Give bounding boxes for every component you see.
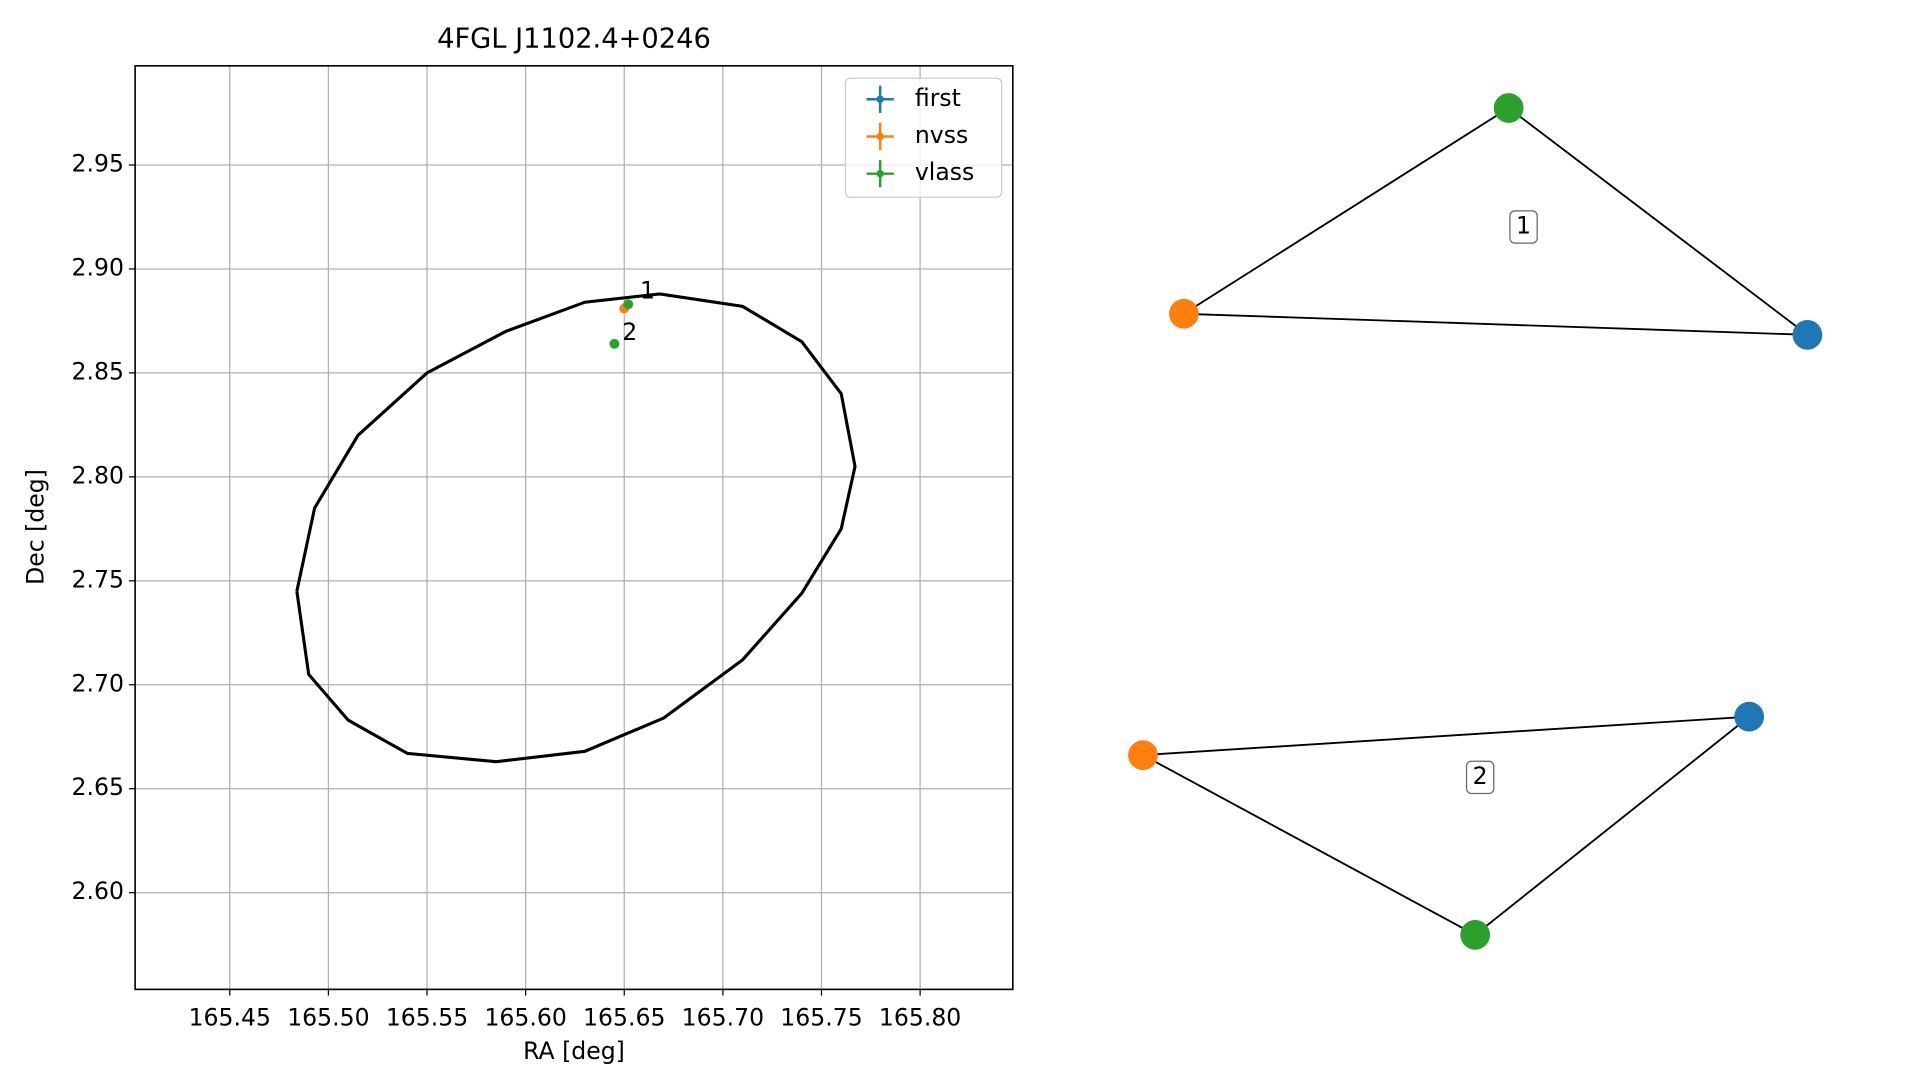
- node: [1460, 919, 1491, 950]
- edge: [1474, 715, 1750, 936]
- node: [1493, 93, 1524, 123]
- legend: first nvss vlass: [844, 77, 1003, 198]
- y-tick-label: 2.90: [72, 253, 124, 281]
- legend-box: [844, 77, 1003, 198]
- legend-label: vlass: [915, 158, 974, 186]
- x-tick-label: 165.70: [682, 1004, 764, 1032]
- edge: [1508, 107, 1808, 336]
- edge: [1142, 715, 1750, 757]
- x-tick-label: 165.80: [879, 1004, 961, 1032]
- y-tick-label: 2.70: [72, 669, 124, 697]
- point: [609, 338, 620, 349]
- graph-label: 2: [1473, 762, 1488, 790]
- legend-marker: [876, 95, 884, 104]
- x-tick-label: 165.60: [484, 1004, 566, 1032]
- y-tick-label: 2.85: [72, 357, 124, 385]
- annotation: 2: [622, 318, 637, 346]
- legend-label: first: [915, 84, 961, 112]
- label-box: [1465, 760, 1495, 795]
- legend-marker: [876, 132, 884, 141]
- annotation: 1: [640, 276, 655, 304]
- ellipse: [295, 292, 857, 764]
- point: [623, 299, 634, 310]
- node: [1792, 319, 1823, 350]
- label-box: [1509, 210, 1538, 244]
- node: [1169, 298, 1199, 329]
- x-axis-label: RA [deg]: [523, 1037, 625, 1065]
- y-tick-label: 2.60: [72, 877, 124, 905]
- x-tick-label: 165.65: [583, 1004, 665, 1032]
- y-tick-label: 2.65: [72, 773, 124, 801]
- y-axis-label: Dec [deg]: [22, 469, 50, 585]
- edge: [1183, 312, 1808, 336]
- chart-title: 4FGL J1102.4+0246: [437, 23, 711, 54]
- edge: [1183, 107, 1510, 315]
- y-tick-label: 2.95: [72, 150, 124, 178]
- x-tick-label: 165.55: [386, 1004, 468, 1032]
- x-tick-label: 165.50: [287, 1004, 369, 1032]
- graph-label: 1: [1516, 211, 1531, 239]
- node: [1128, 740, 1158, 770]
- axes-frame: [134, 65, 1014, 991]
- node: [1734, 701, 1765, 732]
- x-tick-label: 165.75: [780, 1004, 862, 1032]
- edge: [1142, 754, 1476, 936]
- y-tick-label: 2.80: [72, 461, 124, 489]
- y-tick-label: 2.75: [72, 565, 124, 593]
- x-tick-label: 165.45: [189, 1004, 271, 1032]
- legend-label: nvss: [915, 121, 968, 149]
- legend-marker: [876, 169, 884, 178]
